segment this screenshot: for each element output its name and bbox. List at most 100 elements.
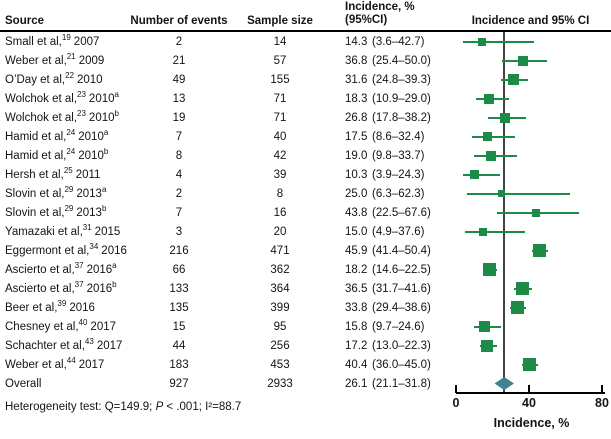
reference-superscript: 39 (57, 298, 67, 308)
heterogeneity-note: Heterogeneity test: Q=149.9; P < .001; I… (5, 401, 241, 413)
source-name: Slovin et al, (5, 187, 65, 200)
study-row: Small et al,19 2007 2 14 14.3 (3.6–42.7) (0, 32, 611, 51)
source-cell: Wolchok et al,23 2010b (0, 109, 123, 124)
reference-superscript: 23 (77, 89, 86, 99)
incidence-value: 15.8 (345, 320, 368, 333)
sample-size-cell: 39 (273, 168, 287, 181)
study-row: Wolchok et al,23 2010b 19 71 26.8 (17.8–38… (0, 108, 611, 127)
study-row: Slovin et al,29 2013a 2 8 25.0 (6.3–62.3) (0, 184, 611, 203)
incidence-cell: 18.3 (10.9–29.0) (325, 93, 450, 105)
reference-superscript: 29 (64, 184, 74, 194)
source-name: Wolchok et al, (5, 111, 78, 124)
ci-line (471, 135, 516, 138)
effect-size-square (482, 263, 496, 276)
reference-superscript: 25 (63, 165, 73, 175)
p-value-symbol: P (155, 401, 164, 413)
heterogeneity-text-suffix: < .001; I²=88.7 (163, 401, 242, 413)
source-name: Yamazaki et al, (5, 225, 83, 238)
forest-plot-cell (450, 51, 611, 70)
source-year: 2017 (90, 320, 117, 333)
x-axis-tick-label: 80 (595, 396, 609, 410)
forest-plot-cell (450, 146, 611, 165)
arm-superscript: b (112, 279, 117, 289)
source-name: Slovin et al, (5, 206, 65, 219)
confidence-interval-text: (29.4–38.6) (372, 301, 431, 314)
confidence-interval-text: (21.1–31.8) (372, 377, 431, 390)
forest-plot-cell (450, 279, 611, 298)
sample-size-cell: 57 (273, 54, 287, 67)
source-cell: Weber et al,21 2009 (0, 52, 123, 67)
forest-plot-cell (450, 260, 611, 279)
sample-size-cell: 362 (270, 263, 290, 276)
source-year: 2016 (69, 301, 95, 314)
heterogeneity-text-prefix: Heterogeneity test: Q=149.9; (5, 401, 156, 413)
ci-line (473, 154, 518, 157)
events-cell: 8 (175, 149, 183, 162)
forest-plot-cell (450, 70, 611, 89)
events-cell: 2 (175, 35, 183, 48)
incidence-value: 33.8 (345, 301, 368, 314)
source-year: 2010 (88, 111, 115, 124)
incidence-cell: 14.3 (3.6–42.7) (325, 36, 450, 48)
source-name: Overall (5, 377, 42, 390)
confidence-interval-text: (10.9–29.0) (372, 92, 431, 105)
source-cell: Hamid et al,24 2010b (0, 146, 123, 161)
confidence-interval-text: (9.7–24.6) (372, 320, 425, 333)
incidence-value: 17.5 (345, 130, 368, 143)
sample-size-cell: 16 (273, 206, 287, 219)
source-year: 2010 (88, 92, 115, 105)
effect-size-square (499, 112, 510, 123)
forest-plot-cell (450, 241, 611, 260)
study-rows: Small et al,19 2007 2 14 14.3 (3.6–42.7) W… (0, 32, 611, 393)
ci-line (462, 40, 534, 43)
source-name: Beer et al, (5, 301, 58, 314)
source-cell: Slovin et al,29 2013a (0, 184, 123, 200)
effect-size-square (479, 321, 491, 332)
study-row: Wolchok et al,23 2010a 13 71 18.3 (10.9–29… (0, 89, 611, 108)
reference-superscript: 31 (82, 222, 92, 232)
study-row: Ascierto et al,37 2016a 66 362 18.2 (14.6–… (0, 260, 611, 279)
reference-superscript: 44 (66, 355, 76, 365)
source-name: Weber et al, (5, 358, 67, 371)
source-year: 2013 (76, 187, 102, 200)
sample-size-cell: 256 (270, 339, 290, 352)
forest-plot-cell (450, 203, 611, 222)
reference-superscript: 37 (74, 260, 84, 270)
source-cell: Eggermont et al,34 2016 (0, 242, 127, 256)
ci-line (467, 192, 570, 195)
column-header-incidence-line2: (95%CI) (345, 14, 388, 26)
study-row: Weber et al,44 2017 183 453 40.4 (36.0–45.… (0, 355, 611, 374)
incidence-cell: 43.8 (22.5–67.6) (325, 207, 450, 219)
incidence-cell: 36.8 (25.4–50.0) (325, 55, 450, 67)
forest-plot-cell (450, 317, 611, 336)
incidence-cell: 31.6 (24.8–39.3) (325, 74, 450, 86)
source-name: Ascierto et al, (5, 263, 75, 276)
arm-superscript: a (112, 260, 117, 270)
confidence-interval-text: (9.8–33.7) (372, 149, 425, 162)
source-cell: Overall (0, 378, 123, 390)
incidence-value: 17.2 (345, 339, 368, 352)
events-cell: 133 (169, 282, 189, 295)
source-year: 2010 (78, 130, 104, 143)
sample-size-cell: 42 (273, 149, 287, 162)
source-cell: Ascierto et al,37 2016a (0, 260, 123, 276)
reference-superscript: 24 (66, 146, 76, 156)
confidence-interval-text: (17.8–38.2) (372, 111, 431, 124)
sample-size-cell: 453 (270, 358, 290, 371)
forest-plot-cell (450, 184, 611, 203)
events-cell: 3 (175, 225, 183, 238)
reference-superscript: 37 (74, 279, 84, 289)
forest-plot-cell (450, 222, 611, 241)
x-axis-tick (455, 385, 457, 393)
column-header-number-of-events: Number of events (130, 15, 228, 27)
source-year: 2009 (78, 54, 105, 67)
effect-size-square (533, 244, 547, 257)
effect-size-square (470, 170, 480, 179)
source-year: 2017 (96, 339, 123, 352)
source-cell: Weber et al,44 2017 (0, 355, 123, 371)
events-cell: 66 (172, 263, 186, 276)
incidence-cell: 26.1 (21.1–31.8) (325, 378, 450, 390)
source-cell: O’Day et al,22 2010 (0, 71, 123, 85)
arm-superscript: a (114, 89, 119, 99)
reference-superscript: 29 (64, 203, 74, 213)
